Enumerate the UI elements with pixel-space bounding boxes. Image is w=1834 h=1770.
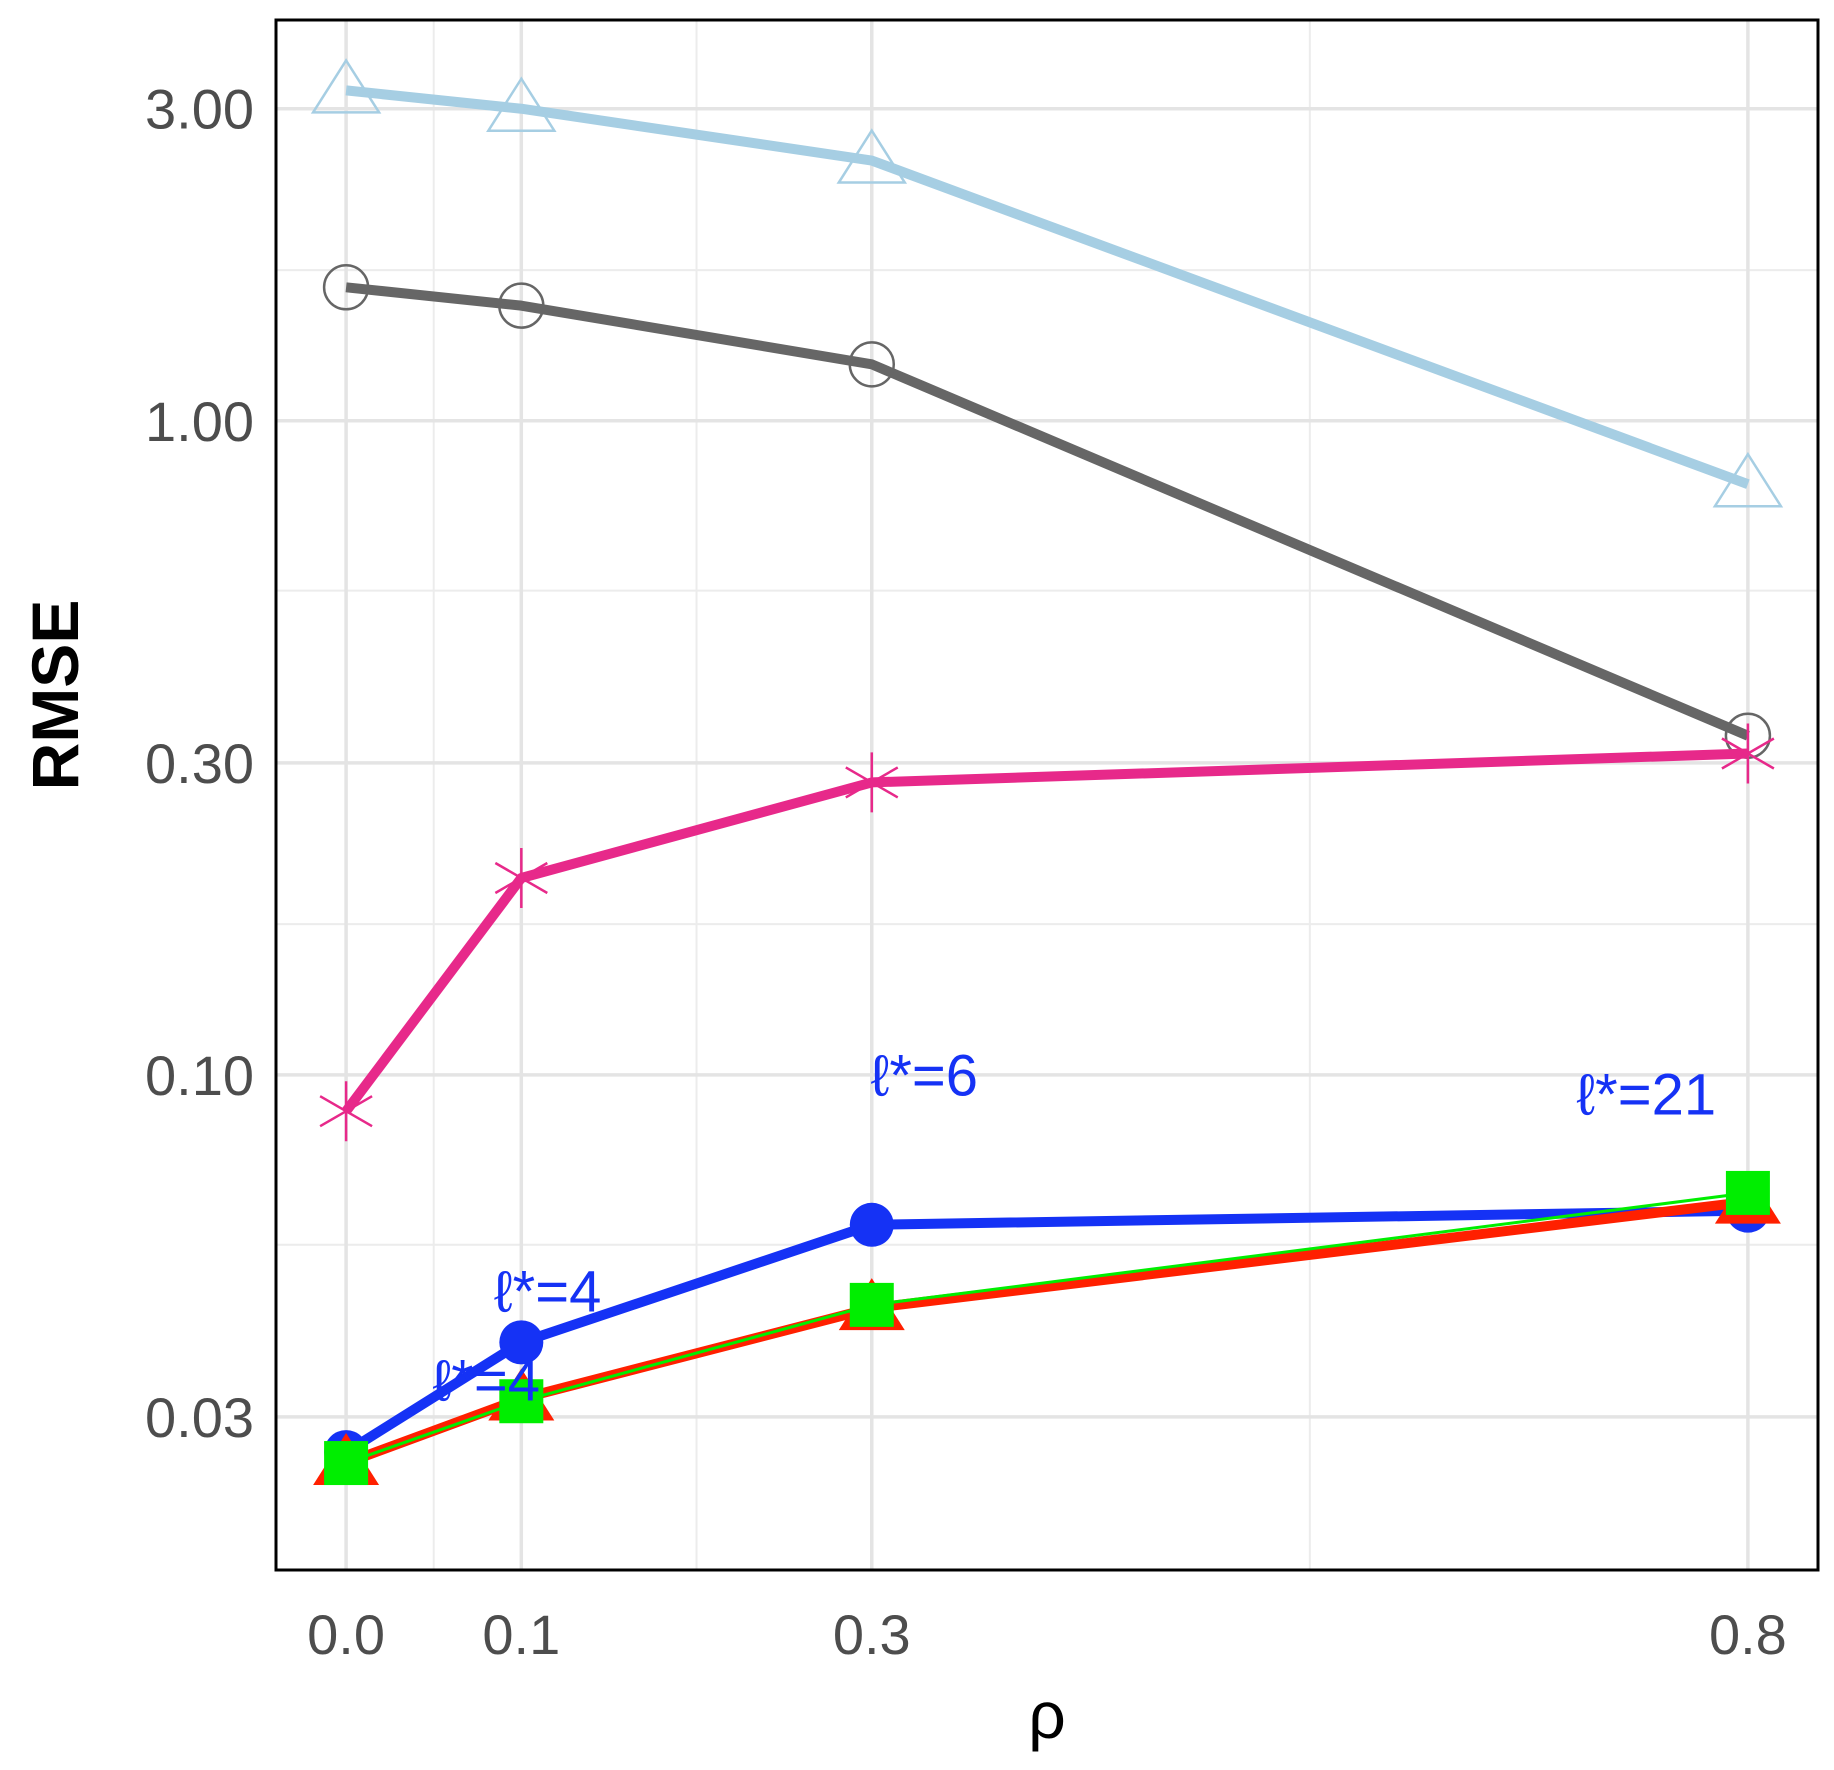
square-marker	[1725, 1170, 1770, 1215]
annotation-label: ℓ*=6	[871, 1044, 978, 1109]
asterisk-marker	[1721, 723, 1775, 784]
square-marker	[499, 1379, 544, 1424]
y-axis-title: RMSE	[18, 600, 92, 791]
x-tick-label: 0.8	[1709, 1603, 1787, 1666]
triangle-marker	[836, 128, 908, 184]
asterisk-marker	[319, 1081, 373, 1142]
x-tick-label: 0.0	[307, 1603, 385, 1666]
triangle-marker	[310, 58, 382, 114]
annotation-label: ℓ*=4	[494, 1259, 601, 1324]
x-tick-label: 0.3	[833, 1603, 911, 1666]
triangle-marker	[1712, 451, 1784, 508]
y-tick-label: 0.10	[145, 1044, 254, 1107]
x-tick-label: 0.1	[482, 1603, 560, 1666]
asterisk-marker	[845, 752, 899, 813]
series-5	[324, 1170, 1770, 1486]
series-1	[322, 264, 1772, 759]
y-tick-label: 1.00	[145, 390, 254, 453]
series-line	[345, 1191, 1749, 1465]
x-axis-title: ρ	[1028, 1678, 1066, 1752]
series-line	[342, 748, 1749, 1115]
annotation-layer: ℓ*=4 ℓ*=4 ℓ*=6 ℓ*=21	[433, 1044, 1717, 1414]
series-line	[345, 85, 1750, 489]
panel-border	[274, 18, 1820, 1572]
series-3	[324, 1188, 1770, 1475]
asterisk-marker	[494, 847, 548, 908]
y-tick-label: 0.03	[145, 1386, 254, 1449]
square-marker	[849, 1282, 894, 1327]
y-tick-label: 3.00	[145, 78, 254, 141]
circle-marker	[322, 264, 370, 311]
circle-marker	[849, 1202, 894, 1247]
tick-label-layer: 0.0 0.1 0.3 0.8 0.03 0.10 0.30 1.00 3.00	[145, 78, 1787, 1666]
square-marker	[324, 1441, 369, 1486]
series-line	[343, 1205, 1748, 1457]
annotation-label: ℓ*=4	[433, 1348, 540, 1413]
triangle-marker	[486, 76, 557, 132]
circle-marker	[499, 1320, 544, 1365]
y-tick-label: 0.30	[145, 732, 254, 795]
series-layer	[310, 58, 1784, 1486]
annotation-label: ℓ*=21	[1576, 1062, 1716, 1127]
series-0	[310, 58, 1784, 508]
circle-marker	[498, 282, 545, 329]
series-line	[345, 282, 1750, 741]
series-2	[319, 723, 1775, 1142]
circle-marker	[848, 341, 896, 388]
